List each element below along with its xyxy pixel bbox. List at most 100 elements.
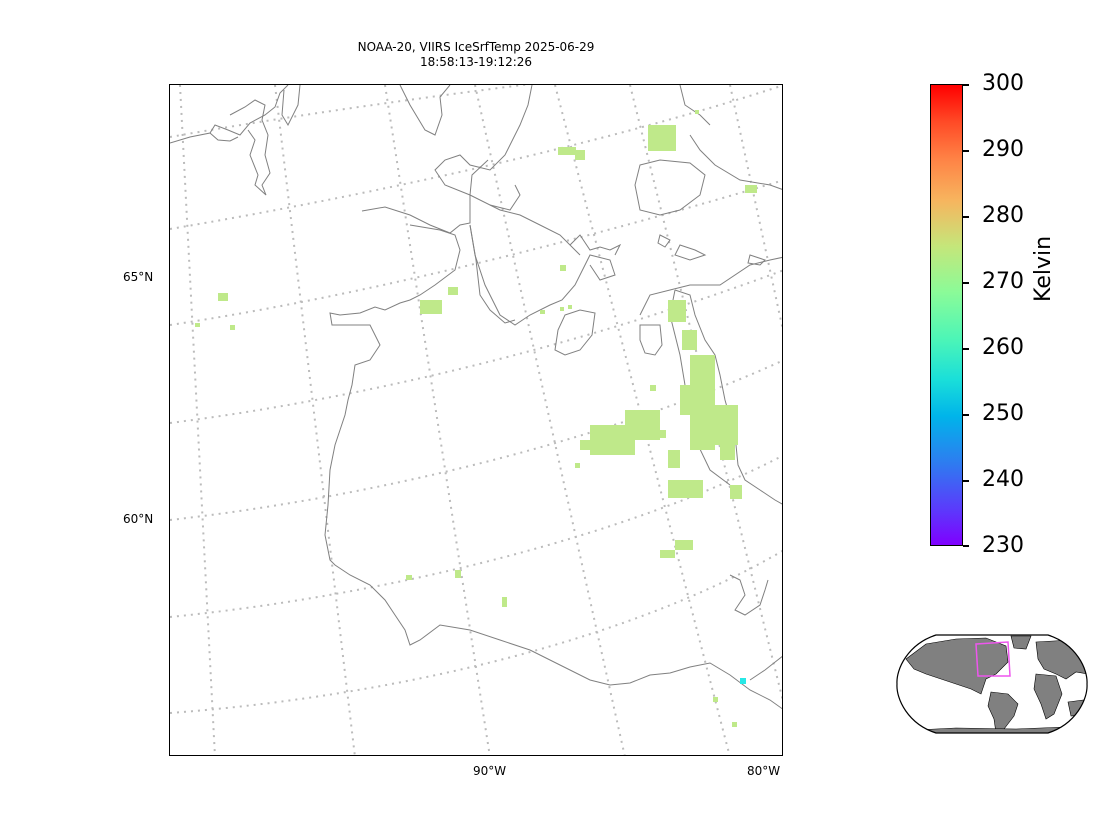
- cold-ice-pixel: [740, 678, 746, 684]
- colorbar-tick: [963, 545, 969, 547]
- coastline: [170, 85, 289, 144]
- colorbar-label-240: 240: [982, 467, 1024, 492]
- coastline: [554, 309, 596, 356]
- south-america-shape: [987, 691, 1019, 733]
- ice-pixel-cluster: [732, 722, 737, 727]
- colorbar: [930, 84, 963, 546]
- coastline: [361, 159, 489, 234]
- ice-pixel-cluster: [648, 125, 676, 151]
- globe-outline: [896, 634, 1088, 734]
- lon-label-90w: 90°W: [473, 764, 507, 778]
- ice-pixel-cluster: [560, 265, 566, 271]
- parallel-line: [170, 454, 782, 618]
- ice-pixel-cluster: [448, 287, 458, 295]
- map-panel: [169, 84, 783, 756]
- plot-title: NOAA-20, VIIRS IceSrfTemp 2025-06-29 18:…: [169, 40, 783, 70]
- colorbar-title: Kelvin: [1031, 235, 1056, 302]
- graticule: [170, 85, 782, 755]
- coastline: [749, 655, 782, 681]
- meridian-line: [274, 85, 356, 755]
- colorbar-label-290: 290: [982, 137, 1024, 162]
- ice-pixel-cluster: [580, 440, 592, 450]
- meridian-line: [384, 85, 491, 755]
- ice-pixel-cluster: [575, 150, 585, 160]
- region-outline: [975, 641, 1011, 677]
- ice-pixel-cluster: [195, 323, 200, 327]
- ice-pixel-cluster: [675, 540, 693, 550]
- ice-pixel-cluster: [406, 575, 412, 580]
- lon-label-80w: 80°W: [747, 764, 781, 778]
- colorbar-tick: [963, 150, 969, 152]
- ice-pixel-cluster: [695, 110, 699, 114]
- title-line-2: 18:58:13-19:12:26: [419, 55, 533, 69]
- colorbar-label-270: 270: [982, 269, 1024, 294]
- coastline: [489, 204, 581, 256]
- ice-pixel-cluster: [230, 325, 235, 330]
- meridian-line: [474, 85, 626, 755]
- coastline: [569, 234, 622, 256]
- ice-pixel-cluster: [560, 307, 564, 311]
- ice-pixel-cluster: [218, 293, 228, 301]
- greenland-shape: [1010, 635, 1032, 650]
- coastline: [469, 224, 516, 324]
- ice-pixel-cluster: [575, 463, 580, 468]
- ice-pixel-cluster: [682, 330, 697, 350]
- coastline: [689, 134, 782, 190]
- coastline: [639, 256, 782, 316]
- colorbar-tick: [963, 480, 969, 482]
- parallel-line: [170, 549, 782, 714]
- colorbar-tick: [963, 216, 969, 218]
- colorbar-label-260: 260: [982, 335, 1024, 360]
- colorbar-label-300: 300: [982, 71, 1024, 96]
- ice-pixel-cluster: [720, 430, 735, 460]
- ice-pixel-cluster: [568, 305, 572, 309]
- coastline: [434, 85, 533, 211]
- meridian-line: [179, 85, 216, 755]
- colorbar-tick: [963, 84, 969, 86]
- north-america-shape: [905, 637, 1009, 695]
- coastline: [674, 289, 782, 505]
- coastline: [634, 159, 706, 216]
- coastline: [469, 224, 616, 326]
- ice-pixels: [195, 110, 757, 727]
- title-line-1: NOAA-20, VIIRS IceSrfTemp 2025-06-29: [357, 40, 595, 54]
- coastline: [281, 85, 301, 127]
- ice-pixel-cluster: [540, 310, 545, 314]
- ice-pixel-cluster: [558, 147, 576, 155]
- ice-pixel-cluster: [455, 570, 461, 578]
- coastline: [729, 574, 769, 616]
- map-canvas: [170, 85, 782, 755]
- coastline: [324, 224, 782, 710]
- parallel-line: [170, 179, 782, 326]
- coastline: [674, 244, 707, 261]
- meridian-line: [729, 85, 782, 331]
- ice-pixel-cluster: [658, 430, 666, 438]
- ice-pixel-cluster: [625, 410, 660, 440]
- africa-shape: [1033, 673, 1063, 720]
- ice-pixel-cluster: [680, 385, 695, 415]
- colorbar-tick: [963, 348, 969, 350]
- colorbar-label-230: 230: [982, 533, 1024, 558]
- coastline: [209, 132, 239, 142]
- colorbar-tick: [963, 282, 969, 284]
- lat-label-60n: 60°N: [123, 512, 154, 526]
- colorbar-tick: [963, 414, 969, 416]
- globe-land: [905, 635, 1088, 733]
- ice-pixel-cluster: [713, 697, 718, 702]
- meridian-line: [629, 85, 782, 702]
- coastline: [679, 85, 711, 126]
- lat-label-65n: 65°N: [123, 270, 154, 284]
- coastline: [639, 324, 663, 356]
- ice-pixel-cluster: [650, 385, 656, 391]
- colorbar-label-250: 250: [982, 401, 1024, 426]
- ice-pixel-cluster: [730, 485, 742, 499]
- parallel-line: [170, 269, 782, 424]
- ice-pixel-cluster: [668, 450, 680, 468]
- colorbar-label-280: 280: [982, 203, 1024, 228]
- ice-pixel-cluster: [745, 185, 757, 193]
- coastline: [229, 99, 271, 196]
- coastline: [399, 85, 451, 136]
- ice-pixel-cluster: [668, 300, 686, 322]
- ice-pixel-cluster: [420, 300, 442, 314]
- coastlines: [170, 85, 782, 710]
